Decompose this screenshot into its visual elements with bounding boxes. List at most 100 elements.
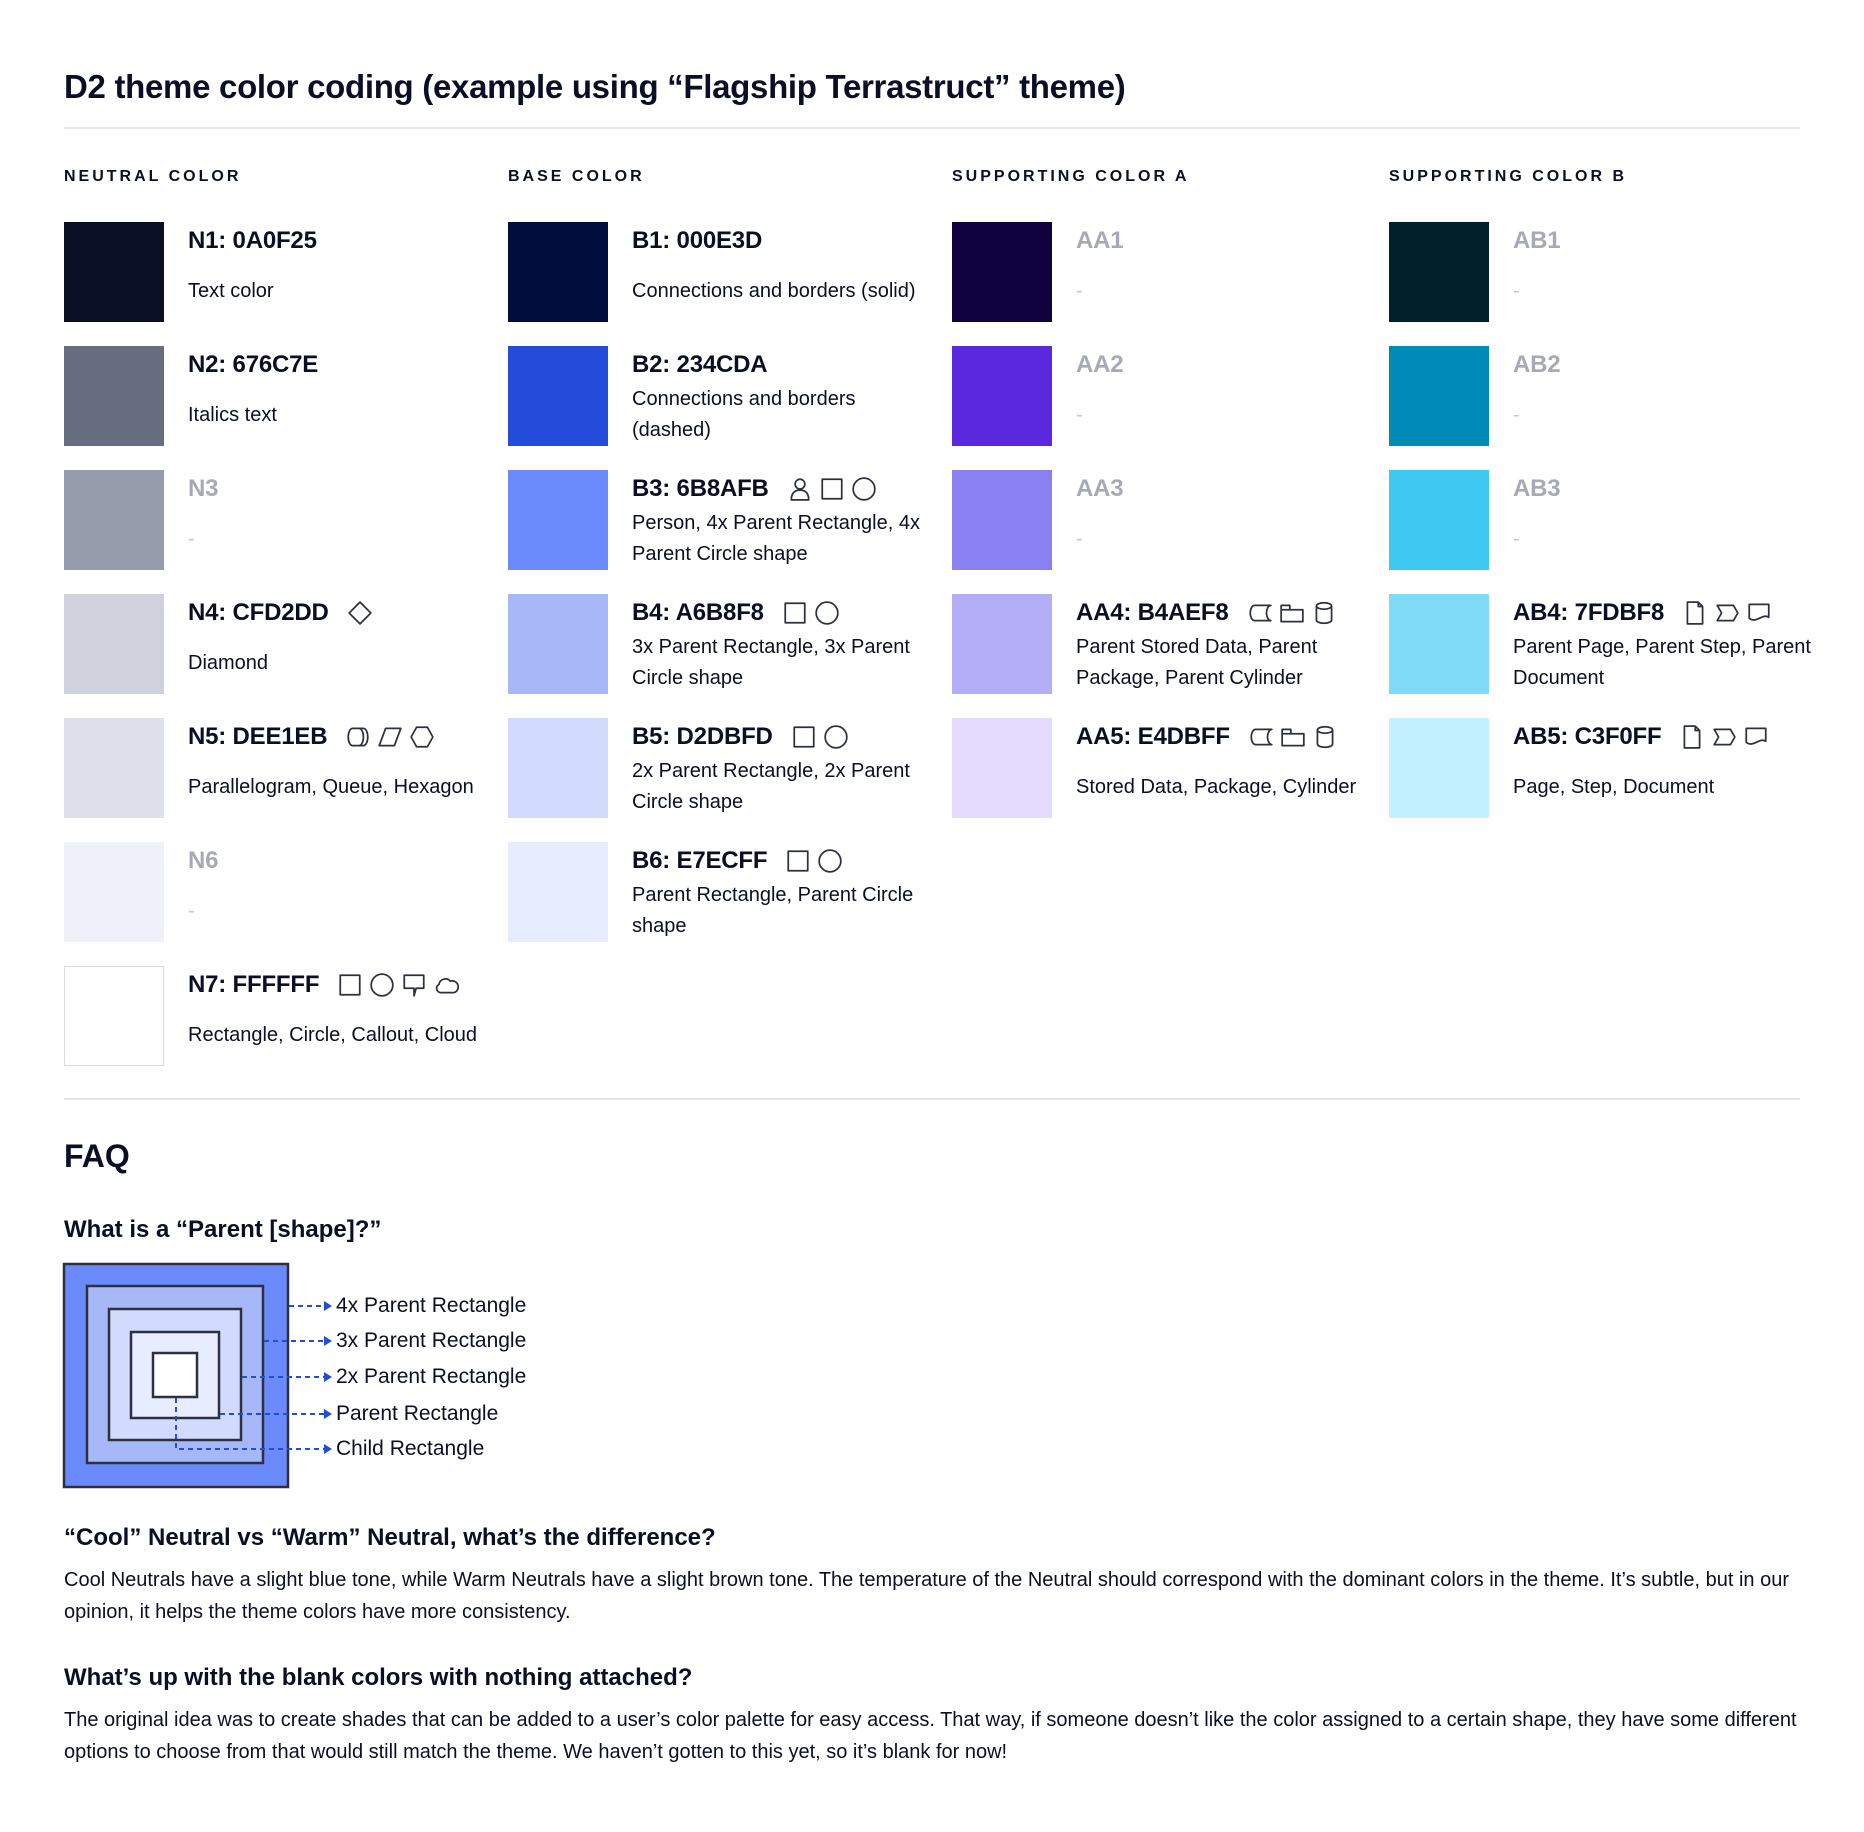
shape-icons	[791, 724, 849, 750]
color-item: AB5: C3F0FF Page, Step, Document	[1389, 718, 1829, 818]
diagram-label: Child Rectangle	[336, 1437, 485, 1460]
faq-question-parent-shape: What is a “Parent [shape]?”	[64, 1216, 382, 1243]
shape-icons	[1682, 600, 1772, 626]
color-usage-text: -	[1076, 403, 1083, 426]
shape-icons	[345, 724, 435, 750]
color-label-row: AB3	[1513, 474, 1561, 504]
page-icon	[1684, 725, 1701, 749]
color-label-row: AA1	[1076, 226, 1124, 256]
shape-icons	[347, 600, 373, 626]
shape-icons	[1247, 600, 1337, 626]
column-header: BASE COLOR	[508, 168, 645, 185]
color-code: B5: D2DBFD	[632, 723, 773, 750]
color-usage-text: Italics text	[188, 403, 277, 426]
arrowhead	[324, 1444, 332, 1454]
color-label-row: B6: E7ECFF	[632, 846, 843, 876]
person-icon	[790, 478, 810, 501]
color-usage: Parent Rectangle, Parent Circle shape	[632, 879, 932, 943]
color-label-row: N7: FFFFFF	[188, 970, 460, 1000]
color-item: N1: 0A0F25 Text color	[64, 222, 504, 322]
color-label-row: AB1	[1513, 226, 1561, 256]
circle-icon	[852, 477, 876, 501]
color-label-row: AA3	[1076, 474, 1124, 504]
rectangle-icon	[793, 726, 815, 748]
color-swatch	[952, 470, 1052, 570]
color-usage: -	[1076, 383, 1376, 447]
shape-icons	[1248, 724, 1338, 750]
color-code: B1: 000E3D	[632, 227, 763, 254]
arrowhead	[324, 1336, 332, 1346]
rectangle-icon	[784, 602, 806, 624]
color-swatch	[952, 346, 1052, 446]
color-item: AB3 -	[1389, 470, 1829, 570]
color-swatch	[508, 346, 608, 446]
diagram-label: 2x Parent Rectangle	[336, 1365, 527, 1388]
color-code: B2: 234CDA	[632, 351, 768, 378]
color-code: AA3	[1076, 475, 1124, 502]
rectangle-icon	[821, 478, 843, 500]
package-icon	[1281, 728, 1305, 747]
color-usage: 2x Parent Rectangle, 2x Parent Circle sh…	[632, 755, 932, 819]
color-usage: -	[188, 879, 488, 943]
color-usage-text: Parent Stored Data, Parent Package, Pare…	[1076, 636, 1318, 689]
color-usage-text: -	[1513, 403, 1520, 426]
color-code: N5: DEE1EB	[188, 723, 328, 750]
color-usage: Parallelogram, Queue, Hexagon	[188, 755, 488, 819]
color-usage-text: Stored Data, Package, Cylinder	[1076, 775, 1357, 798]
color-usage-text: -	[1513, 527, 1520, 550]
faq-question-blank-colors: What’s up with the blank colors with not…	[64, 1664, 693, 1691]
color-swatch	[64, 718, 164, 818]
faq-answer-neutrals: Cool Neutrals have a slight blue tone, w…	[64, 1569, 1789, 1623]
color-usage: -	[1513, 507, 1813, 571]
color-swatch	[508, 718, 608, 818]
color-label-row: B4: A6B8F8	[632, 598, 840, 628]
color-usage: Stored Data, Package, Cylinder	[1076, 755, 1376, 819]
color-usage: Diamond	[188, 631, 488, 695]
color-swatch	[952, 594, 1052, 694]
color-code: AB2	[1513, 351, 1561, 378]
color-swatch	[64, 346, 164, 446]
color-code: AA1	[1076, 227, 1124, 254]
color-code: B6: E7ECFF	[632, 847, 768, 874]
color-code: N3	[188, 475, 219, 502]
document-icon	[1748, 603, 1770, 621]
color-item: AB1 -	[1389, 222, 1829, 322]
diagram-label: 3x Parent Rectangle	[336, 1329, 527, 1352]
color-usage-text: Diamond	[188, 651, 269, 674]
color-item: AA5: E4DBFF Stored Data, Package, Cylinde…	[952, 718, 1392, 818]
color-code: AA5: E4DBFF	[1076, 723, 1230, 750]
color-usage-text: -	[1513, 279, 1520, 302]
color-label-row: N4: CFD2DD	[188, 598, 373, 628]
color-usage: -	[1513, 383, 1813, 447]
color-code: AB4: 7FDBF8	[1513, 599, 1665, 626]
color-label-row: B3: 6B8AFB	[632, 474, 877, 504]
queue-icon	[347, 727, 370, 747]
color-usage: Connections and borders (solid)	[632, 259, 932, 323]
shape-icons	[337, 972, 460, 998]
color-swatch	[508, 470, 608, 570]
color-label-row: B5: D2DBFD	[632, 722, 849, 752]
callout-icon	[403, 974, 425, 997]
diagram-label: Parent Rectangle	[336, 1402, 499, 1425]
color-usage: Parent Page, Parent Step, Parent Documen…	[1513, 631, 1813, 695]
color-code: N1: 0A0F25	[188, 227, 317, 254]
shape-icons	[782, 600, 840, 626]
color-label-row: N3	[188, 474, 218, 504]
color-item: AA3 -	[952, 470, 1392, 570]
color-item: B1: 000E3D Connections and borders (solid…	[508, 222, 948, 322]
color-usage-text: 3x Parent Rectangle, 3x Parent Circle sh…	[632, 636, 910, 689]
color-usage: Rectangle, Circle, Callout, Cloud	[188, 1003, 488, 1067]
color-swatch	[64, 842, 164, 942]
stored-data-icon	[1248, 604, 1272, 622]
color-usage-text: Connections and borders (dashed)	[632, 388, 856, 441]
cloud-icon	[436, 978, 460, 994]
document-icon	[1745, 727, 1768, 745]
shape-icons	[1679, 724, 1769, 750]
color-label-row: B1: 000E3D	[632, 226, 762, 256]
arrowhead	[324, 1372, 332, 1382]
color-usage-text: Page, Step, Document	[1513, 775, 1715, 798]
color-swatch	[1389, 470, 1489, 570]
arrowhead	[324, 1301, 332, 1311]
package-icon	[1279, 604, 1304, 623]
arrowhead	[324, 1409, 332, 1419]
